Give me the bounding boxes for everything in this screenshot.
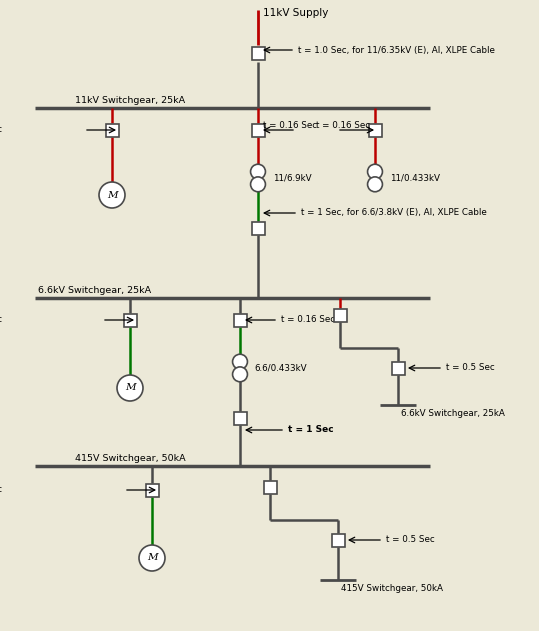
Bar	[264, 480, 277, 493]
Text: t = 0.16 Sec: t = 0.16 Sec	[0, 316, 2, 324]
Text: 415V Switchgear, 50kA: 415V Switchgear, 50kA	[341, 584, 443, 593]
Text: 6.6kV Switchgear, 25kA: 6.6kV Switchgear, 25kA	[401, 409, 505, 418]
Circle shape	[368, 164, 383, 179]
Circle shape	[117, 375, 143, 401]
Bar	[233, 314, 246, 326]
Circle shape	[368, 177, 383, 192]
Bar	[369, 124, 382, 136]
Circle shape	[99, 182, 125, 208]
Text: t = 1 Sec: t = 1 Sec	[288, 425, 334, 435]
Bar	[331, 533, 344, 546]
Text: t = 0.5 Sec: t = 0.5 Sec	[386, 536, 435, 545]
Bar	[334, 309, 347, 322]
Circle shape	[139, 545, 165, 571]
Text: M: M	[107, 191, 118, 199]
Circle shape	[232, 354, 247, 369]
Bar	[391, 362, 404, 375]
Bar	[123, 314, 136, 326]
Text: 6.6kV Switchgear, 25kA: 6.6kV Switchgear, 25kA	[38, 286, 151, 295]
Text: M: M	[147, 553, 157, 562]
Text: t = 1.0 Sec, for 11/6.35kV (E), Al, XLPE Cable: t = 1.0 Sec, for 11/6.35kV (E), Al, XLPE…	[298, 45, 495, 54]
Text: t = 0.16 Sec: t = 0.16 Sec	[281, 316, 335, 324]
Bar	[252, 124, 265, 136]
Circle shape	[251, 177, 265, 192]
Bar	[233, 411, 246, 425]
Text: t = 1 Sec, for 6.6/3.8kV (E), Al, XLPE Cable: t = 1 Sec, for 6.6/3.8kV (E), Al, XLPE C…	[301, 208, 487, 218]
Text: M: M	[125, 384, 135, 392]
Bar	[146, 483, 158, 497]
Text: 11/6.9kV: 11/6.9kV	[273, 174, 312, 182]
Text: 11kV Switchgear, 25kA: 11kV Switchgear, 25kA	[75, 96, 185, 105]
Text: 11kV Supply: 11kV Supply	[263, 8, 328, 18]
Circle shape	[251, 164, 265, 179]
Circle shape	[232, 367, 247, 382]
Text: t = 0.16 Sec: t = 0.16 Sec	[0, 485, 2, 495]
Text: 415V Switchgear, 50kA: 415V Switchgear, 50kA	[75, 454, 185, 463]
Bar	[252, 47, 265, 60]
Text: t = 0.16 Sec: t = 0.16 Sec	[0, 126, 2, 134]
Text: t = 0.16 Sec: t = 0.16 Sec	[316, 121, 370, 130]
Text: 6.6/0.433kV: 6.6/0.433kV	[254, 363, 307, 372]
Bar	[252, 221, 265, 235]
Bar	[106, 124, 119, 136]
Text: 11/0.433kV: 11/0.433kV	[390, 174, 440, 182]
Text: t = 0.5 Sec: t = 0.5 Sec	[446, 363, 495, 372]
Text: t = 0.16 Sec: t = 0.16 Sec	[263, 121, 317, 130]
